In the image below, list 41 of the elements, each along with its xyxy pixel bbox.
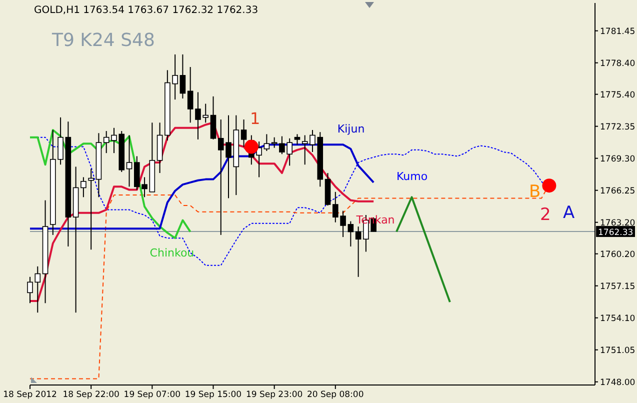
line-series bbox=[29, 128, 192, 240]
x-tick-label: 18 Sep 22:00 bbox=[62, 390, 120, 400]
y-tick-label: 1775.40 bbox=[600, 90, 636, 100]
annotation: 2 bbox=[540, 205, 551, 225]
candlestick bbox=[88, 168, 94, 250]
candlestick bbox=[240, 118, 247, 148]
candlestick bbox=[72, 166, 79, 314]
series-label: Chinkou bbox=[150, 246, 194, 260]
candlestick bbox=[156, 122, 163, 174]
y-tick-label: 1754.10 bbox=[600, 314, 636, 324]
series-label: Kijun bbox=[337, 122, 365, 136]
candlestick bbox=[355, 226, 362, 278]
series-label: Kumo bbox=[396, 170, 428, 184]
x-tick-label: 19 Sep 23:00 bbox=[246, 390, 303, 400]
candlestick bbox=[126, 134, 132, 188]
annotation: 1 bbox=[250, 109, 260, 128]
annotation: T9 K24 S48 bbox=[51, 30, 155, 51]
y-tick-label: 1757.15 bbox=[600, 282, 636, 292]
chart-title: GOLD,H1 1763.54 1763.67 1762.32 1762.33 bbox=[34, 5, 258, 16]
y-tick-label: 1763.20 bbox=[600, 218, 636, 228]
y-tick-label: 1772.35 bbox=[600, 122, 636, 132]
ref-line-label: 1762.33 bbox=[598, 228, 634, 238]
y-tick-label: 1781.45 bbox=[600, 26, 636, 37]
annotation: A bbox=[563, 203, 575, 223]
y-tick-label: 1748.00 bbox=[600, 378, 636, 388]
candlestick bbox=[180, 54, 186, 99]
annotation: B bbox=[529, 182, 541, 202]
y-tick-label: 1760.20 bbox=[600, 250, 636, 260]
y-tick-label: 1769.30 bbox=[600, 154, 636, 164]
candlestick bbox=[42, 200, 48, 304]
y-tick-label: 1778.40 bbox=[600, 58, 636, 69]
x-tick-label: 20 Sep 08:00 bbox=[307, 390, 364, 400]
x-tick-label: 18 Sep 2012 bbox=[3, 390, 57, 400]
candlestick bbox=[65, 121, 72, 247]
candlestick bbox=[187, 66, 194, 124]
candlestick bbox=[96, 132, 102, 198]
y-tick-label: 1751.05 bbox=[600, 346, 636, 356]
x-tick-label: 19 Sep 07:00 bbox=[124, 390, 181, 400]
candlestick bbox=[80, 176, 86, 198]
x-tick-label: 19 Sep 15:00 bbox=[184, 390, 242, 400]
y-tick-label: 1766.25 bbox=[600, 186, 636, 196]
